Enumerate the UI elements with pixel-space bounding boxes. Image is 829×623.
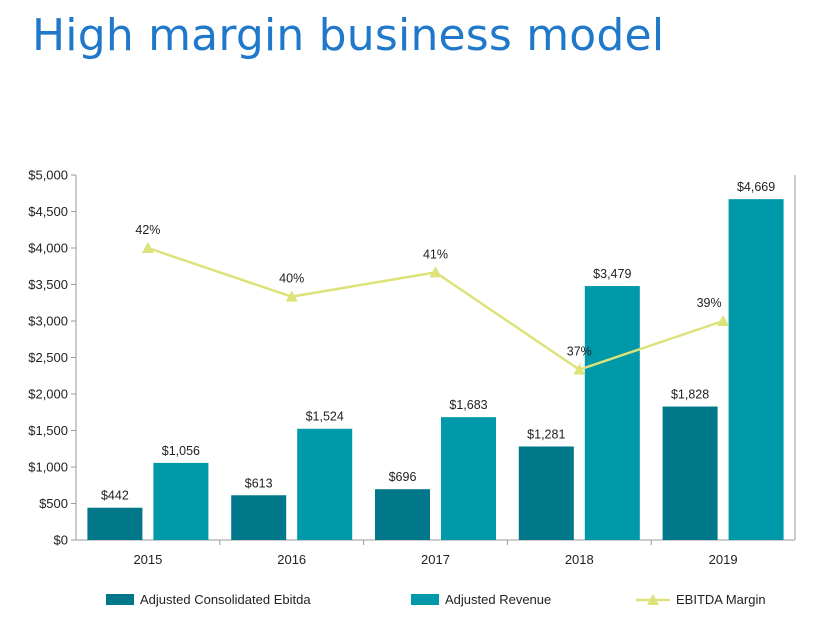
legend-margin-marker xyxy=(647,593,659,605)
margin-point xyxy=(141,242,154,253)
data-label-revenue: $1,524 xyxy=(306,410,344,424)
margin-point xyxy=(573,363,586,375)
data-label-ebitda: $696 xyxy=(389,470,417,484)
legend-item-margin: EBITDA Margin xyxy=(636,592,766,607)
bar-revenue xyxy=(297,428,353,540)
y-tick-label: $500 xyxy=(39,496,68,511)
y-tick-label: $4,000 xyxy=(28,241,68,256)
y-tick-label: $1,000 xyxy=(28,460,68,475)
x-tick-label: 2018 xyxy=(565,552,594,567)
data-label-margin: 42% xyxy=(135,223,160,237)
chart-legend: Adjusted Consolidated Ebitda Adjusted Re… xyxy=(0,592,829,612)
bar-revenue xyxy=(153,462,209,540)
data-label-revenue: $1,056 xyxy=(162,444,200,458)
margin-point xyxy=(285,290,298,302)
y-tick-label: $5,000 xyxy=(28,168,68,183)
data-label-margin: 37% xyxy=(567,345,592,359)
legend-swatch-revenue xyxy=(411,594,439,605)
y-tick-label: $3,500 xyxy=(28,277,68,292)
x-tick-label: 2016 xyxy=(277,552,306,567)
y-tick-label: $0 xyxy=(54,533,68,548)
bar-ebitda xyxy=(518,446,574,540)
margin-point xyxy=(717,315,730,326)
data-label-ebitda: $1,281 xyxy=(527,427,565,441)
y-tick-label: $2,500 xyxy=(28,350,68,365)
margin-point xyxy=(429,266,442,278)
legend-swatch-ebitda xyxy=(106,594,134,605)
bar-ebitda xyxy=(375,489,430,540)
y-tick-label: $1,500 xyxy=(28,423,68,438)
data-label-ebitda: $1,828 xyxy=(671,388,709,402)
y-tick-label: $2,000 xyxy=(28,387,68,402)
x-tick-label: 2019 xyxy=(709,552,738,567)
data-label-margin: 41% xyxy=(423,247,448,261)
data-label-revenue: $3,479 xyxy=(593,267,631,281)
data-label-ebitda: $613 xyxy=(245,476,273,490)
data-label-ebitda: $442 xyxy=(101,489,129,503)
legend-item-revenue: Adjusted Revenue xyxy=(411,592,551,607)
data-label-margin: 39% xyxy=(697,296,722,310)
x-tick-label: 2017 xyxy=(421,552,450,567)
y-tick-label: $3,000 xyxy=(28,314,68,329)
legend-item-ebitda: Adjusted Consolidated Ebitda xyxy=(106,592,311,607)
legend-label-ebitda: Adjusted Consolidated Ebitda xyxy=(140,592,311,607)
y-tick-label: $4,500 xyxy=(28,204,68,219)
bar-ebitda xyxy=(87,507,143,540)
bar-revenue xyxy=(584,286,640,540)
bar-ebitda xyxy=(231,495,287,540)
legend-swatch-margin xyxy=(636,593,670,605)
legend-label-margin: EBITDA Margin xyxy=(676,592,766,607)
data-label-revenue: $1,683 xyxy=(449,398,487,412)
page-title: High margin business model xyxy=(32,10,665,61)
bar-revenue xyxy=(728,199,784,540)
data-label-revenue: $4,669 xyxy=(737,180,775,194)
bar-revenue xyxy=(441,417,496,540)
legend-label-revenue: Adjusted Revenue xyxy=(445,592,552,607)
bar-ebitda xyxy=(662,406,718,540)
data-label-margin: 40% xyxy=(279,272,304,286)
combo-chart: $0 $500 $1,000 $1,500 $2,000 $2,500 $3,000 $3,5… xyxy=(28,168,796,567)
x-tick-label: 2015 xyxy=(133,552,162,567)
